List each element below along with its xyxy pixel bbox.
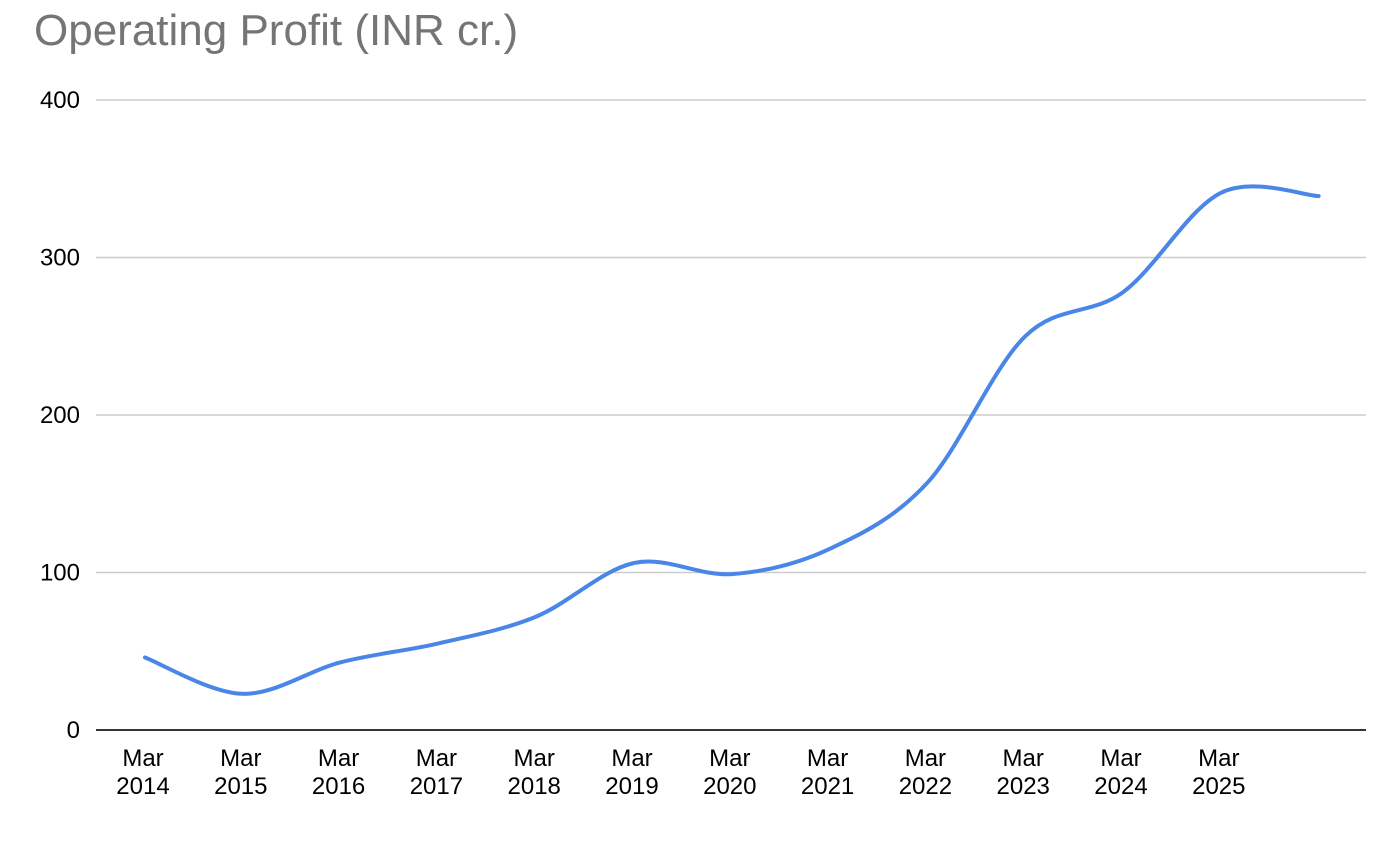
y-tick-label: 100 <box>40 560 80 587</box>
x-tick-label-month: Mar <box>611 745 652 772</box>
x-tick-label-year: 2016 <box>312 773 365 800</box>
x-tick-label-month: Mar <box>1198 745 1239 772</box>
x-tick-label-year: 2023 <box>997 773 1050 800</box>
x-tick-label-year: 2019 <box>605 773 658 800</box>
x-tick-label-year: 2025 <box>1192 773 1245 800</box>
x-tick-label: Mar 2024 <box>1094 745 1147 800</box>
x-tick-label-month: Mar <box>514 745 555 772</box>
y-tick-label: 0 <box>67 717 80 744</box>
x-tick-label-year: 2020 <box>703 773 756 800</box>
y-tick-label: 400 <box>40 87 80 114</box>
y-tick-label: 300 <box>40 245 80 272</box>
x-tick-label-year: 2017 <box>410 773 463 800</box>
x-tick-label-year: 2015 <box>214 773 267 800</box>
x-tick-label-month: Mar <box>220 745 261 772</box>
x-tick-label: Mar 2019 <box>605 745 658 800</box>
x-tick-label-year: 2018 <box>508 773 561 800</box>
x-tick-label-year: 2014 <box>116 773 169 800</box>
x-tick-label-month: Mar <box>1003 745 1044 772</box>
x-tick-label-month: Mar <box>807 745 848 772</box>
y-tick-label: 200 <box>40 402 80 429</box>
x-tick-label-month: Mar <box>905 745 946 772</box>
series-line <box>143 184 1321 696</box>
x-tick-label: Mar 2016 <box>312 745 365 800</box>
x-tick-label: Mar 2025 <box>1192 745 1245 800</box>
x-tick-label-month: Mar <box>1100 745 1141 772</box>
x-tick-label-month: Mar <box>318 745 359 772</box>
x-tick-label: Mar 2018 <box>508 745 561 800</box>
x-tick-label: Mar 2015 <box>214 745 267 800</box>
x-tick-label: Mar 2021 <box>801 745 854 800</box>
x-tick-label-month: Mar <box>122 745 163 772</box>
x-tick-label-month: Mar <box>709 745 750 772</box>
x-tick-label-month: Mar <box>416 745 457 772</box>
x-tick-label: Mar 2014 <box>116 745 169 800</box>
x-tick-label-year: 2024 <box>1094 773 1147 800</box>
x-tick-label: Mar 2022 <box>899 745 952 800</box>
series-layer <box>143 184 1321 696</box>
x-tick-label: Mar 2020 <box>703 745 756 800</box>
chart-title: Operating Profit (INR cr.) <box>34 6 519 55</box>
x-tick-label-year: 2022 <box>899 773 952 800</box>
x-tick-label-year: 2021 <box>801 773 854 800</box>
x-tick-label: Mar 2017 <box>410 745 463 800</box>
gridlines <box>96 99 1366 574</box>
x-tick-label: Mar 2023 <box>997 745 1050 800</box>
y-axis-tick-labels: 0 100 200 300 400 <box>40 87 80 744</box>
